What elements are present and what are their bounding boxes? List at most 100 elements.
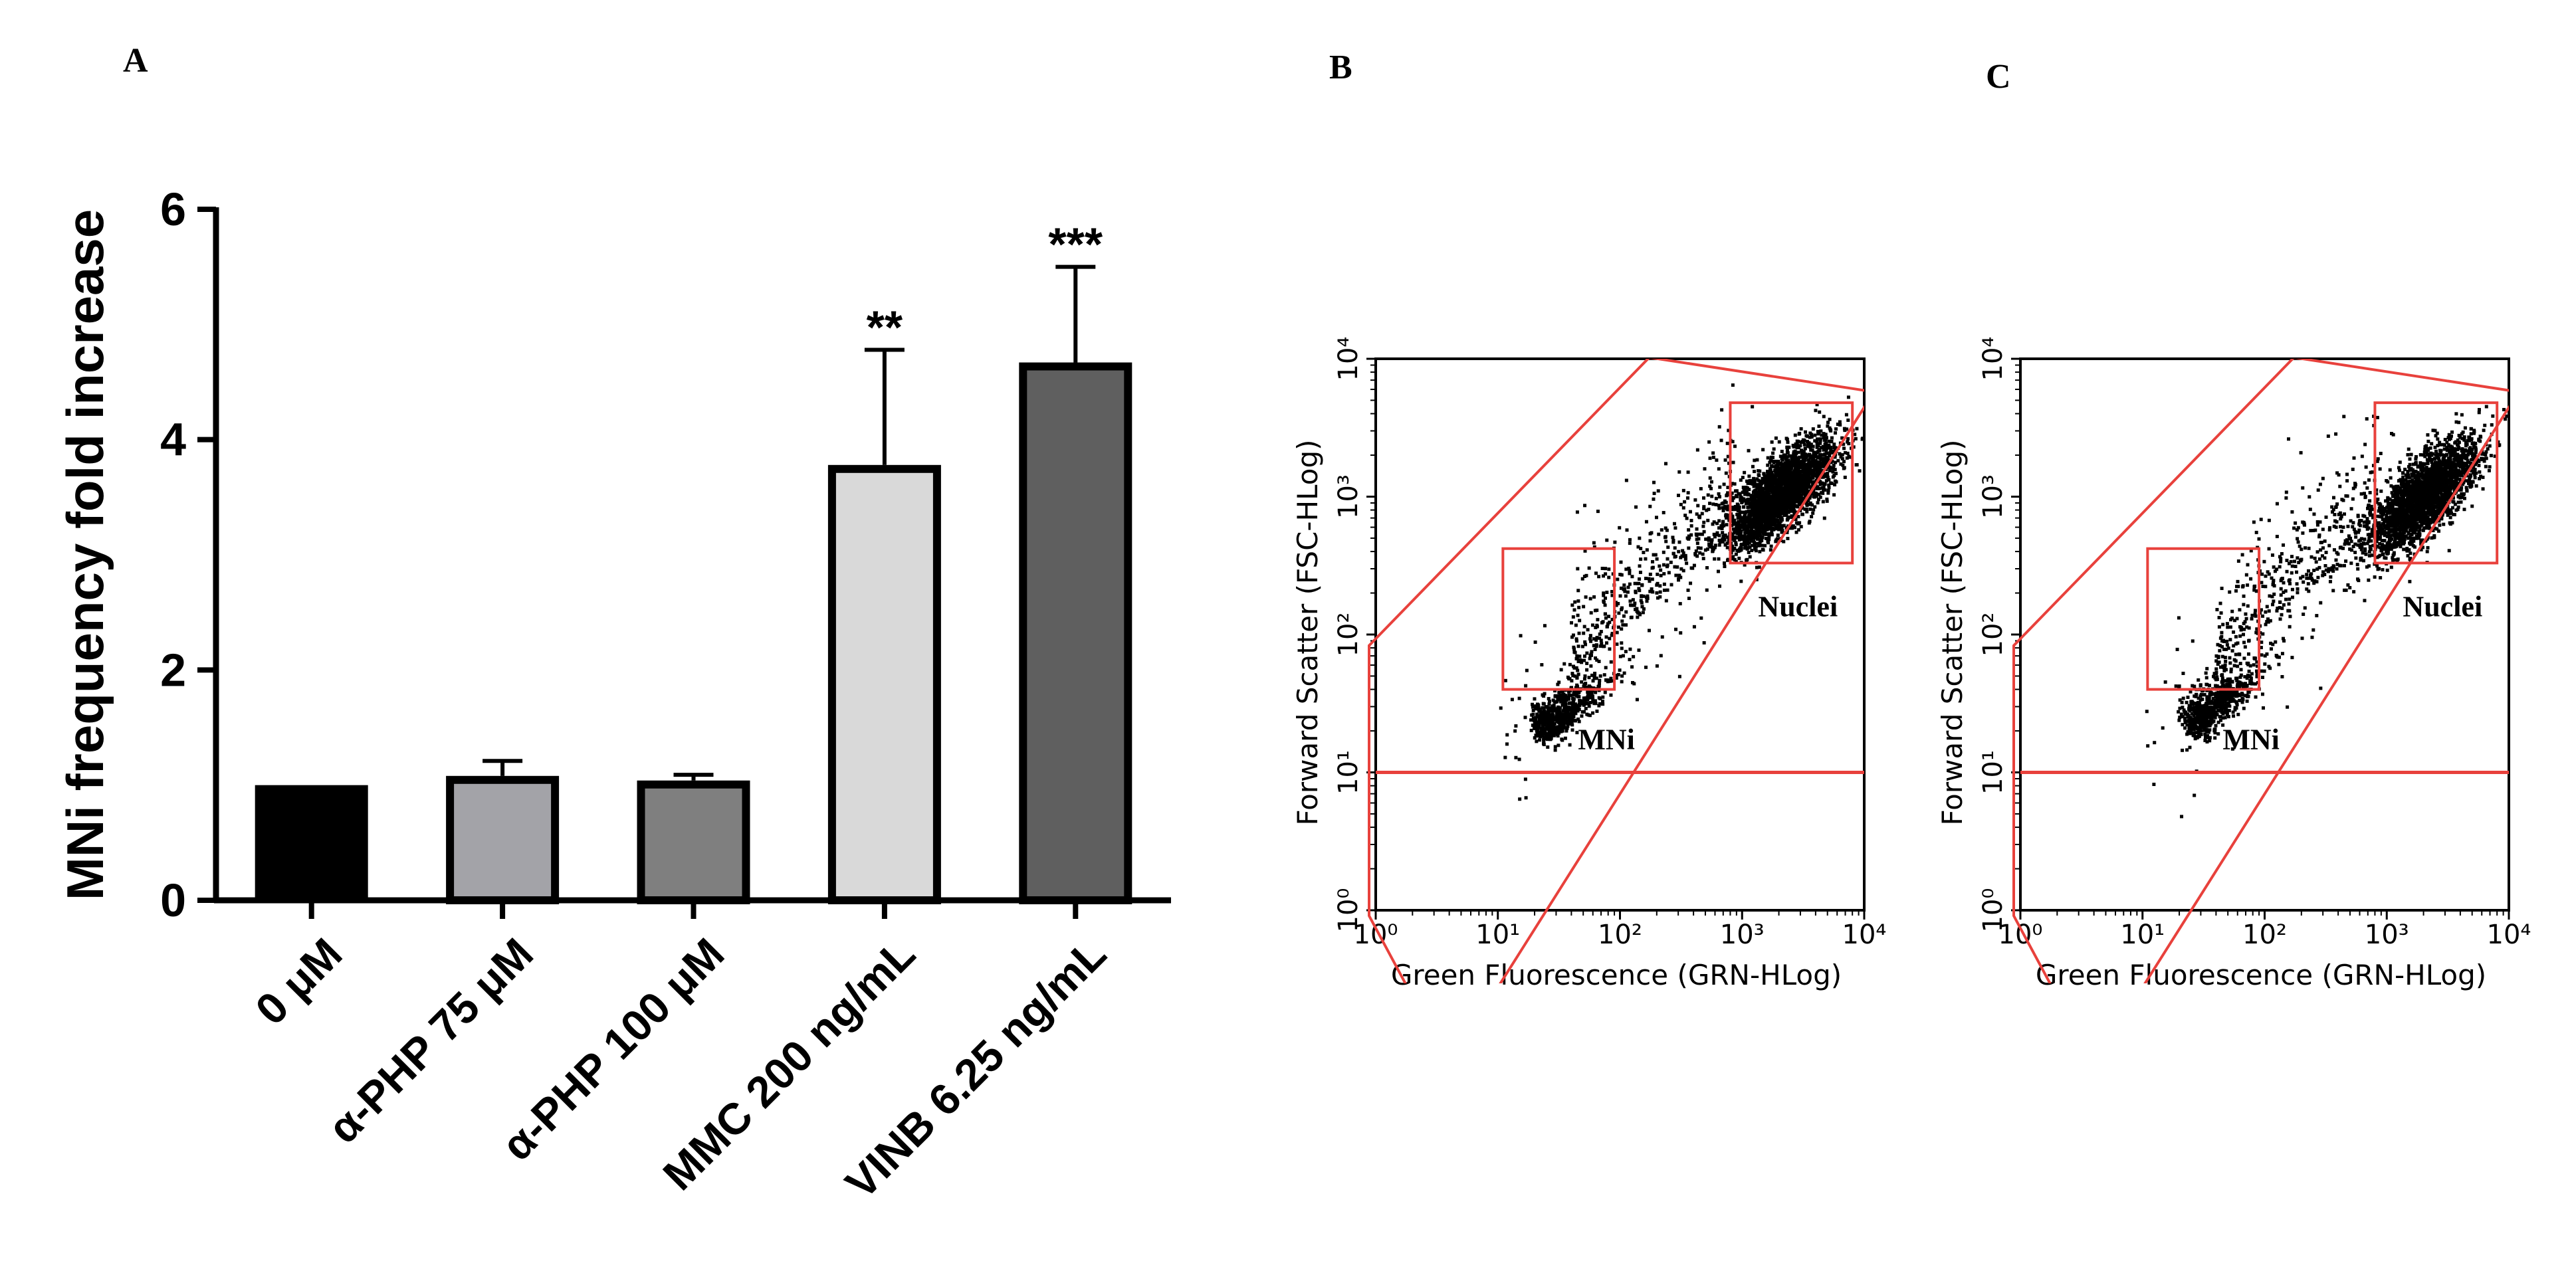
plot-b-event-dot bbox=[1652, 492, 1656, 496]
plot-b-event-dot bbox=[1558, 706, 1562, 710]
plot-b-event-dot bbox=[1818, 410, 1822, 414]
plot-b-event-dot bbox=[1753, 547, 1757, 551]
plot-b-event-dot bbox=[1801, 473, 1805, 477]
plot-c-event-dot bbox=[2497, 444, 2501, 448]
plot-b-event-dot bbox=[1840, 436, 1844, 440]
plot-b-event-dot bbox=[1752, 534, 1756, 538]
plot-b-event-dot bbox=[1749, 539, 1753, 543]
plot-b-event-dot bbox=[1610, 593, 1614, 597]
plot-b-event-dot bbox=[1573, 600, 1577, 604]
plot-b-event-dot bbox=[1619, 586, 1623, 590]
plot-b-event-dot bbox=[1759, 490, 1763, 494]
plot-b-event-dot bbox=[1568, 743, 1572, 747]
plot-b-event-dot bbox=[1560, 738, 1564, 742]
plot-b-event-dot bbox=[1778, 454, 1782, 458]
plot-b-event-dot bbox=[1805, 482, 1809, 486]
plot-b-event-dot bbox=[1725, 516, 1729, 520]
plot-c-event-dot bbox=[2395, 544, 2399, 548]
plot-b-event-dot bbox=[1745, 547, 1749, 551]
plot-b-event-dot bbox=[1547, 726, 1551, 730]
plot-b-event-dot bbox=[1588, 656, 1592, 660]
plot-b-event-dot bbox=[1828, 451, 1832, 455]
plot-b-event-dot bbox=[1574, 637, 1578, 641]
plot-b-event-dot bbox=[1615, 631, 1619, 635]
plot-b-event-dot bbox=[1717, 492, 1721, 496]
plot-b-event-dot bbox=[1754, 502, 1758, 506]
plot-b-event-dot bbox=[1805, 474, 1809, 478]
plot-b-event-dot bbox=[1797, 502, 1801, 506]
plot-b-event-dot bbox=[1614, 676, 1618, 680]
plot-b-event-dot bbox=[1805, 470, 1809, 474]
plot-b-event-dot bbox=[1725, 535, 1729, 539]
plot-b-event-dot bbox=[1737, 538, 1741, 542]
plot-b-event-dot bbox=[1745, 479, 1749, 483]
plot-b-event-dot bbox=[1519, 634, 1523, 638]
plot-b-event-dot bbox=[1592, 545, 1596, 549]
plot-b-event-dot bbox=[1750, 528, 1754, 532]
plot-b-event-dot bbox=[1774, 518, 1778, 522]
plot-c-event-dot bbox=[2356, 543, 2360, 547]
plot-b-event-dot bbox=[1717, 467, 1721, 471]
plot-c-event-dot bbox=[2407, 464, 2411, 468]
plot-b-event-dot bbox=[1665, 528, 1669, 532]
plot-b-event-dot bbox=[1570, 679, 1574, 683]
plot-b-event-dot bbox=[1765, 482, 1769, 486]
plot-b-event-dot bbox=[1598, 697, 1602, 701]
plot-b-event-dot bbox=[1574, 623, 1578, 627]
plot-b-event-dot bbox=[1659, 573, 1663, 577]
plot-b-event-dot bbox=[1650, 587, 1654, 591]
plot-b-event-dot bbox=[1776, 484, 1780, 488]
plot-b-event-dot bbox=[1592, 674, 1596, 678]
plot-b-event-dot bbox=[1580, 644, 1584, 648]
plot-b-event-dot bbox=[1756, 493, 1760, 497]
plot-b-event-dot bbox=[1778, 489, 1782, 493]
plot-b-event-dot bbox=[1618, 668, 1622, 672]
plot-b-event-dot bbox=[1770, 533, 1774, 537]
plot-b-event-dot bbox=[1627, 566, 1631, 570]
plot-c-event-dot bbox=[2460, 437, 2464, 441]
plot-c-x-tick-label: 10⁴ bbox=[2487, 920, 2531, 950]
plot-c-event-dot bbox=[2436, 437, 2440, 441]
plot-b-event-dot bbox=[1761, 508, 1765, 512]
plot-b-event-dot bbox=[1587, 704, 1591, 708]
plot-b-event-dot bbox=[1790, 471, 1794, 475]
plot-b-event-dot bbox=[1830, 459, 1834, 463]
plot-b-event-dot bbox=[1603, 690, 1607, 694]
plot-b-event-dot bbox=[1838, 452, 1842, 456]
plot-b-event-dot bbox=[1821, 444, 1825, 448]
plot-b-event-dot bbox=[1595, 709, 1599, 713]
plot-b-event-dot bbox=[1785, 448, 1789, 452]
plot-b-event-dot bbox=[1807, 452, 1811, 456]
plot-b-event-dot bbox=[1749, 496, 1753, 500]
plot-b-event-dot bbox=[1780, 512, 1784, 516]
plot-b-event-dot bbox=[1799, 448, 1803, 452]
plot-b-event-dot bbox=[1788, 506, 1792, 510]
plot-b-event-dot bbox=[1813, 439, 1817, 443]
plot-b-event-dot bbox=[1778, 522, 1782, 526]
plot-b-event-dot bbox=[1832, 449, 1836, 453]
plot-b-event-dot bbox=[1824, 456, 1828, 460]
plot-b-event-dot bbox=[1573, 719, 1577, 723]
plot-b-event-dot bbox=[1796, 446, 1800, 450]
plot-b-event-dot bbox=[1818, 464, 1822, 468]
plot-b-event-dot bbox=[1552, 717, 1556, 721]
plot-b-event-dot bbox=[1796, 477, 1800, 481]
plot-b-event-dot bbox=[1777, 473, 1781, 477]
plot-b-event-dot bbox=[1788, 493, 1792, 497]
plot-b-event-dot bbox=[1731, 548, 1735, 552]
plot-b-event-dot bbox=[1595, 608, 1599, 612]
plot-b-event-dot bbox=[1842, 427, 1846, 431]
plot-b-event-dot bbox=[1568, 701, 1572, 705]
plot-b-event-dot bbox=[1758, 479, 1762, 483]
plot-b-event-dot bbox=[1746, 493, 1750, 497]
plot-c-event-dot bbox=[2488, 465, 2492, 469]
plot-b-event-dot bbox=[1767, 500, 1771, 504]
plot-b-event-dot bbox=[1586, 713, 1590, 717]
plot-b-event-dot bbox=[1604, 666, 1608, 670]
plot-b-event-dot bbox=[1557, 680, 1561, 684]
plot-b-event-dot bbox=[1595, 623, 1599, 627]
plot-b-event-dot bbox=[1717, 543, 1721, 547]
plot-b-event-dot bbox=[1560, 713, 1564, 717]
plot-b-event-dot bbox=[1766, 520, 1770, 524]
plot-b-event-dot bbox=[1624, 650, 1628, 654]
